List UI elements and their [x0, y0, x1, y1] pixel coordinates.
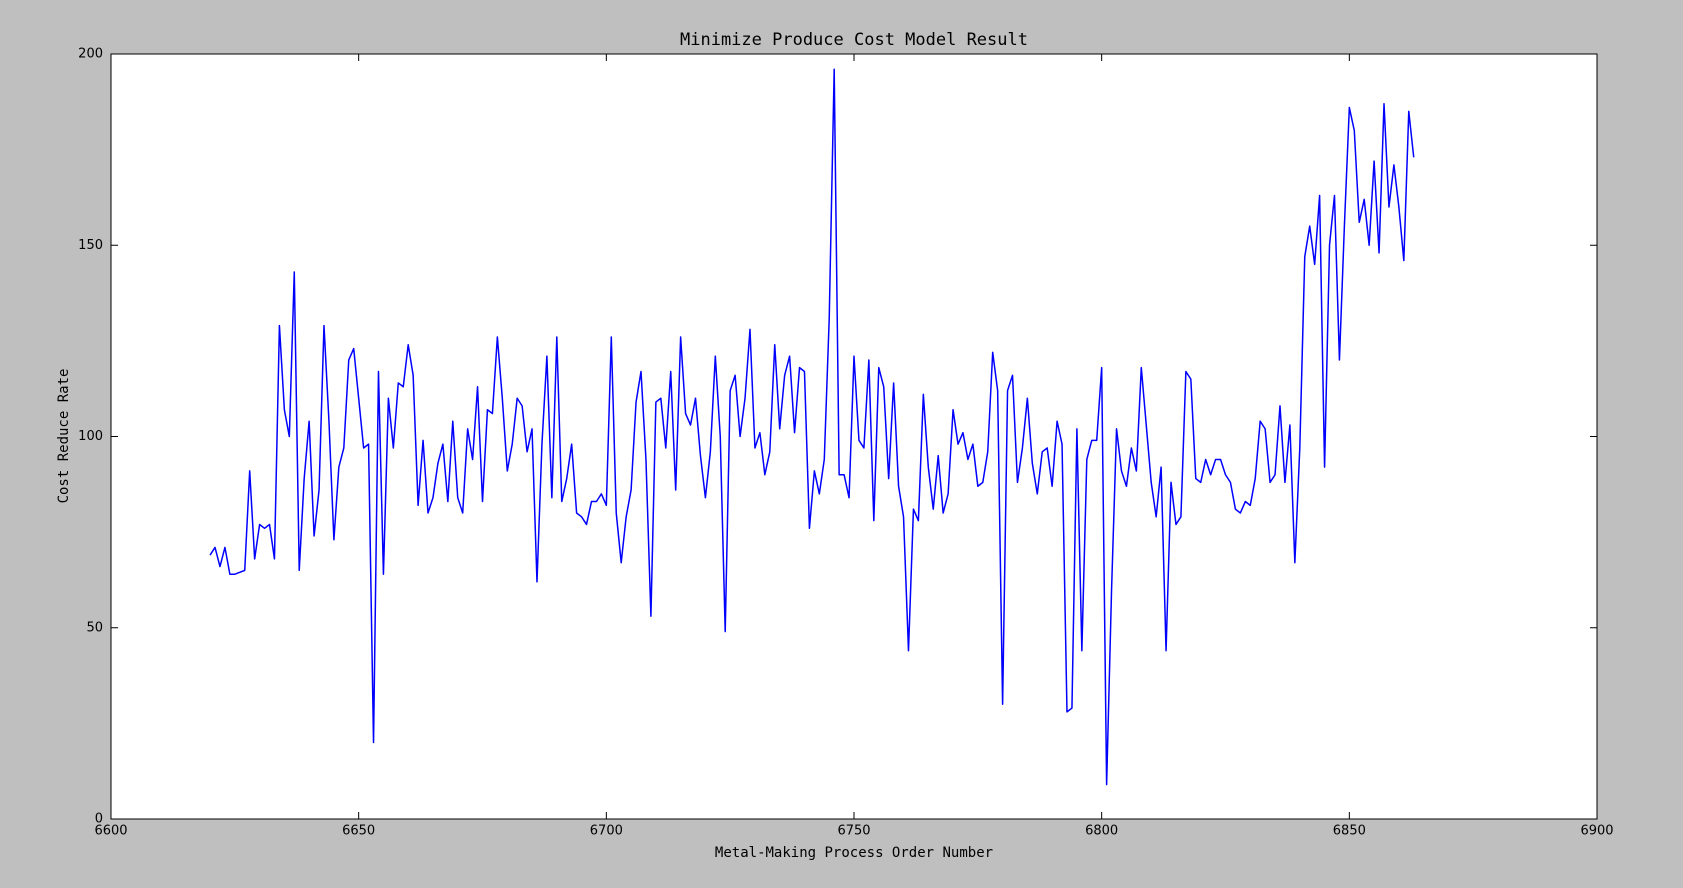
y-tick-label: 100 [78, 429, 103, 444]
x-axis-label: Metal-Making Process Order Number [715, 845, 993, 861]
y-tick-label: 50 [86, 620, 103, 635]
y-tick-label: 150 [78, 238, 103, 253]
y-axis-label: Cost Reduce Rate [56, 369, 72, 504]
y-tick-label: 0 [95, 812, 103, 827]
x-tick-label: 6850 [1333, 824, 1366, 839]
chart-title: Minimize Produce Cost Model Result [680, 30, 1028, 50]
line-series [209, 68, 1415, 786]
y-tick-label: 200 [78, 47, 103, 62]
x-tick-label: 6800 [1085, 824, 1118, 839]
x-tick-label: 6600 [94, 824, 127, 839]
x-tick-label: 6900 [1580, 824, 1613, 839]
x-tick-label: 6700 [590, 824, 623, 839]
x-tick-label: 6750 [837, 824, 870, 839]
plot-area [110, 53, 1598, 820]
x-tick-label: 6650 [342, 824, 375, 839]
